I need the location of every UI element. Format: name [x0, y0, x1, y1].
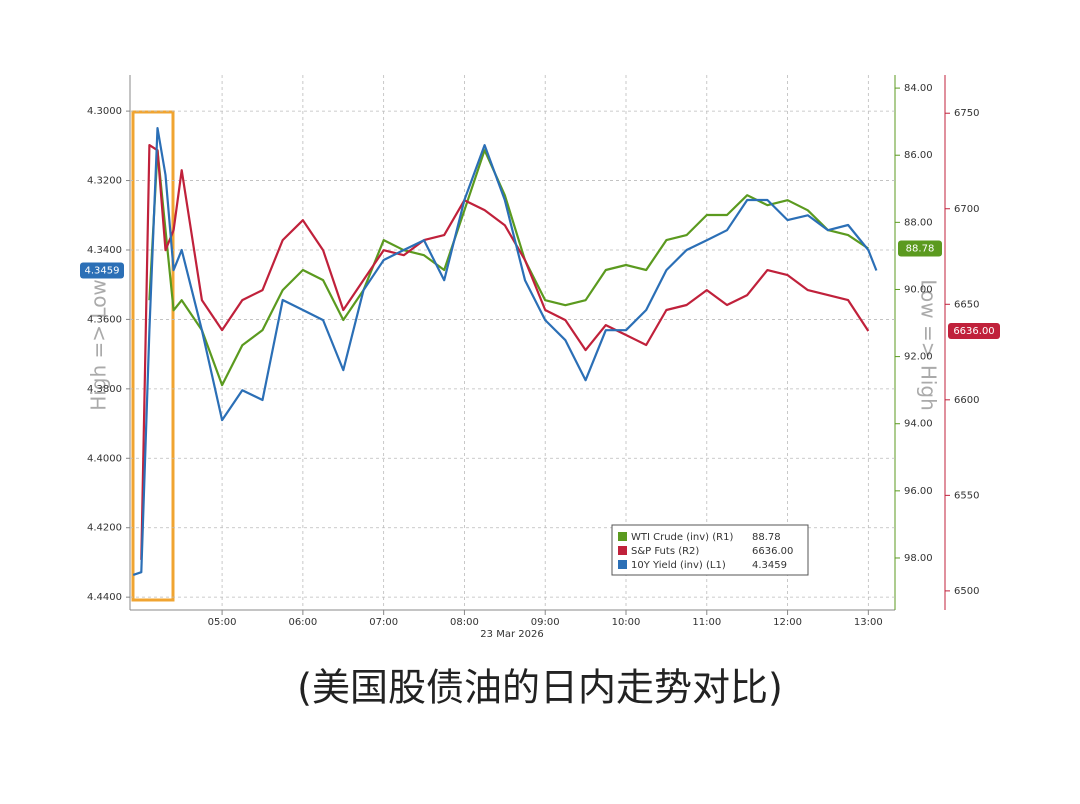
x-tick-label: 13:00 [854, 617, 883, 628]
x-tick-label: 11:00 [692, 617, 721, 628]
x-tick-label: 07:00 [369, 617, 398, 628]
x-tick-label: 08:00 [450, 617, 479, 628]
y-tick-label: 4.3800 [87, 384, 122, 395]
y3-tick-label: 6650 [954, 299, 979, 310]
x-tick-label: 12:00 [773, 617, 802, 628]
legend-value: 88.78 [752, 532, 781, 543]
x-tick-label: 09:00 [531, 617, 560, 628]
y-tick-label: 4.4000 [87, 453, 122, 464]
caption: (美国股债油的日内走势对比) [297, 666, 783, 710]
legend-swatch [618, 532, 627, 541]
y2-tick-label: 86.00 [904, 150, 933, 161]
x-tick-label: 06:00 [288, 617, 317, 628]
value-tag-label: 6636.00 [953, 326, 994, 337]
value-tag-label: 88.78 [906, 244, 935, 255]
y3-tick-label: 6550 [954, 490, 979, 501]
legend-label: S&P Futs (R2) [631, 546, 699, 557]
y2-tick-label: 92.00 [904, 352, 933, 363]
value-tag [948, 323, 1000, 340]
y-tick-label: 4.4200 [87, 523, 122, 534]
legend-value: 6636.00 [752, 546, 793, 557]
y2-tick-label: 84.00 [904, 83, 933, 94]
series-line [140, 144, 870, 560]
y2-tick-label: 94.00 [904, 419, 933, 430]
x-axis-label: 23 Mar 2026 [480, 629, 543, 640]
y-tick-label: 4.3200 [87, 176, 122, 187]
y3-tick-label: 6700 [954, 204, 979, 215]
x-tick-label: 05:00 [208, 617, 237, 628]
legend-label: 10Y Yield (inv) (L1) [631, 560, 726, 571]
y2-tick-label: 88.00 [904, 217, 933, 228]
value-tag-label: 4.3459 [85, 265, 120, 276]
legend-label: WTI Crude (inv) (R1) [631, 532, 733, 543]
legend-swatch [618, 546, 627, 555]
legend-value: 4.3459 [752, 560, 787, 571]
y2-tick-label: 96.00 [904, 486, 933, 497]
y-tick-label: 4.3400 [87, 245, 122, 256]
value-tag [80, 262, 124, 279]
highlight-box [131, 110, 175, 602]
y3-tick-label: 6600 [954, 395, 979, 406]
series-line [132, 127, 878, 576]
y2-tick-label: 90.00 [904, 284, 933, 295]
legend-box [611, 524, 809, 576]
y-tick-label: 4.3000 [87, 106, 122, 117]
y3-tick-label: 6750 [954, 108, 979, 119]
y2-axis-label: Low => High [917, 279, 941, 411]
legend-swatch [618, 560, 627, 569]
series-line [148, 149, 869, 387]
y2-tick-label: 98.00 [904, 553, 933, 564]
y-tick-label: 4.3600 [87, 314, 122, 325]
x-tick-label: 10:00 [612, 617, 641, 628]
y3-tick-label: 6500 [954, 586, 979, 597]
y-tick-label: 4.4400 [87, 592, 122, 603]
y-axis-label: High => Low [87, 279, 111, 411]
value-tag [898, 240, 942, 257]
